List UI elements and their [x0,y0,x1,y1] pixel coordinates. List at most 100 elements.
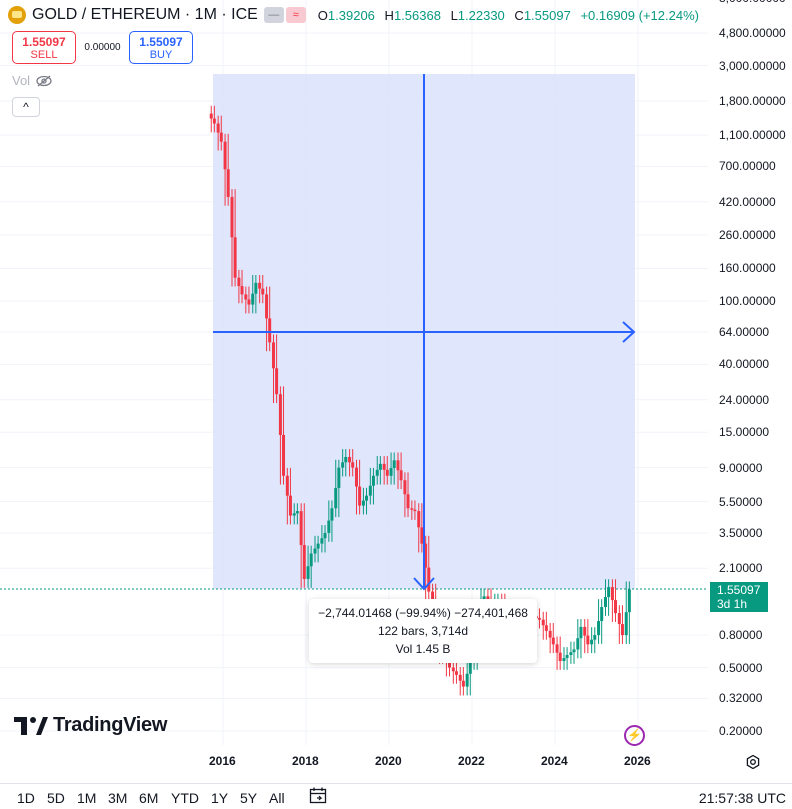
candle-body [448,661,452,668]
range-1m[interactable]: 1M [77,790,97,806]
candle-body [586,635,590,645]
eye-hidden-icon[interactable] [36,75,52,87]
bottom-toolbar: 1D 5D 1M 3M 6M YTD 1Y 5Y All 21:57:38 UT… [0,783,792,809]
candle-body [410,508,414,510]
range-all[interactable]: All [269,790,285,806]
candle-body [558,652,562,662]
price-tick-label: 1,100.00000 [719,128,786,143]
candle-body [271,342,275,369]
price-tick-label: 0.50000 [719,660,763,675]
candle-body [617,613,621,625]
candle-body [282,434,286,476]
price-tick-label: 2.10000 [719,561,763,576]
price-tick-label: 64.00000 [719,324,770,339]
candle-body [323,532,327,539]
lightning-icon[interactable]: ⚡ [624,725,645,746]
candle-body [468,661,472,674]
candle-body [299,511,303,546]
candle-body [399,470,403,481]
buy-button[interactable]: 1.55097 BUY [129,31,193,64]
candle-body [620,624,624,636]
time-tick-label: 2024 [541,754,568,768]
volume-label: Vol [12,73,31,88]
candle-body [247,299,251,305]
candle-body [341,462,345,468]
candle-body [268,318,272,343]
ohlc-values: O1.39206 H1.56368 L1.22330 C1.55097 +0.1… [317,7,699,23]
price-tick-label: 5.50000 [719,494,763,509]
time-tick-label: 2020 [375,754,402,768]
candle-body [607,587,611,598]
range-1y[interactable]: 1Y [211,790,229,806]
utc-clock[interactable]: 21:57:38 UTC [698,790,786,806]
candle-body [562,657,566,662]
candle-body [230,196,234,238]
range-ytd[interactable]: YTD [171,790,199,806]
candle-body [600,607,604,622]
price-tick-label: 15.00000 [719,425,770,440]
collapse-button[interactable]: ^ [12,97,40,117]
wave-indicator-icon[interactable]: ≈ [285,7,306,23]
candle-body [431,591,435,606]
candle-body [292,513,296,516]
candle-body [223,141,227,170]
gold-coin-icon [8,6,26,24]
price-tick-label: 420.00000 [719,194,776,209]
candle-body [251,293,255,305]
candle-body [226,169,230,197]
candle-body [541,619,545,626]
candle-body [454,671,458,675]
candle-body [461,680,465,687]
candle-body [576,638,580,650]
candle-body [569,652,573,655]
candle-body [302,545,306,579]
candle-body [583,626,587,636]
candle-body [309,553,313,567]
sell-button[interactable]: 1.55097 SELL [12,31,76,64]
time-tick-label: 2018 [292,754,319,768]
candle-body [288,495,292,516]
candle-body [537,617,541,620]
flat-indicator-icon[interactable]: — [263,7,284,23]
candle-body [590,639,594,645]
candle-body [420,527,424,544]
symbol-title[interactable]: GOLD / ETHEREUM · 1M · ICE [32,6,258,23]
time-tick-label: 2016 [209,754,236,768]
candle-body [551,637,555,645]
candle-body [344,456,348,463]
calendar-goto-icon[interactable] [309,787,329,805]
price-tick-label: 0.20000 [719,724,763,738]
candle-body [579,626,583,639]
range-1d[interactable]: 1D [17,790,35,806]
range-5y[interactable]: 5Y [240,790,258,806]
range-3m[interactable]: 3M [108,790,128,806]
price-tick-label: 24.00000 [719,392,770,407]
candle-body [403,480,407,495]
range-5d[interactable]: 5D [47,790,65,806]
gear-icon[interactable] [746,755,760,769]
candle-body [316,543,320,549]
price-tick-label: 0.32000 [719,691,763,706]
candle-body [385,469,389,476]
tradingview-logo[interactable]: TradingView [14,714,167,737]
price-tick-label: 4,800.00000 [719,26,786,41]
candle-body [451,667,455,672]
candle-body [285,475,289,496]
price-tick-label: 100.00000 [719,293,776,308]
trade-panel: 1.55097 SELL 0.00000 1.55097 BUY [12,31,193,64]
range-6m[interactable]: 6M [139,790,159,806]
candle-body [209,113,213,119]
candle-body [392,460,396,469]
candle-body [565,654,569,658]
candle-body [396,460,400,471]
price-tick-label: 260.00000 [719,227,776,242]
candle-body [354,467,358,487]
change-value: +0.16909 (+12.24%) [580,7,699,23]
candle-body [597,621,601,636]
candle-body [624,612,628,636]
candle-body [378,463,382,470]
candle-body [327,520,331,533]
price-tick-label: 0.80000 [719,628,763,643]
candle-body [614,600,618,614]
